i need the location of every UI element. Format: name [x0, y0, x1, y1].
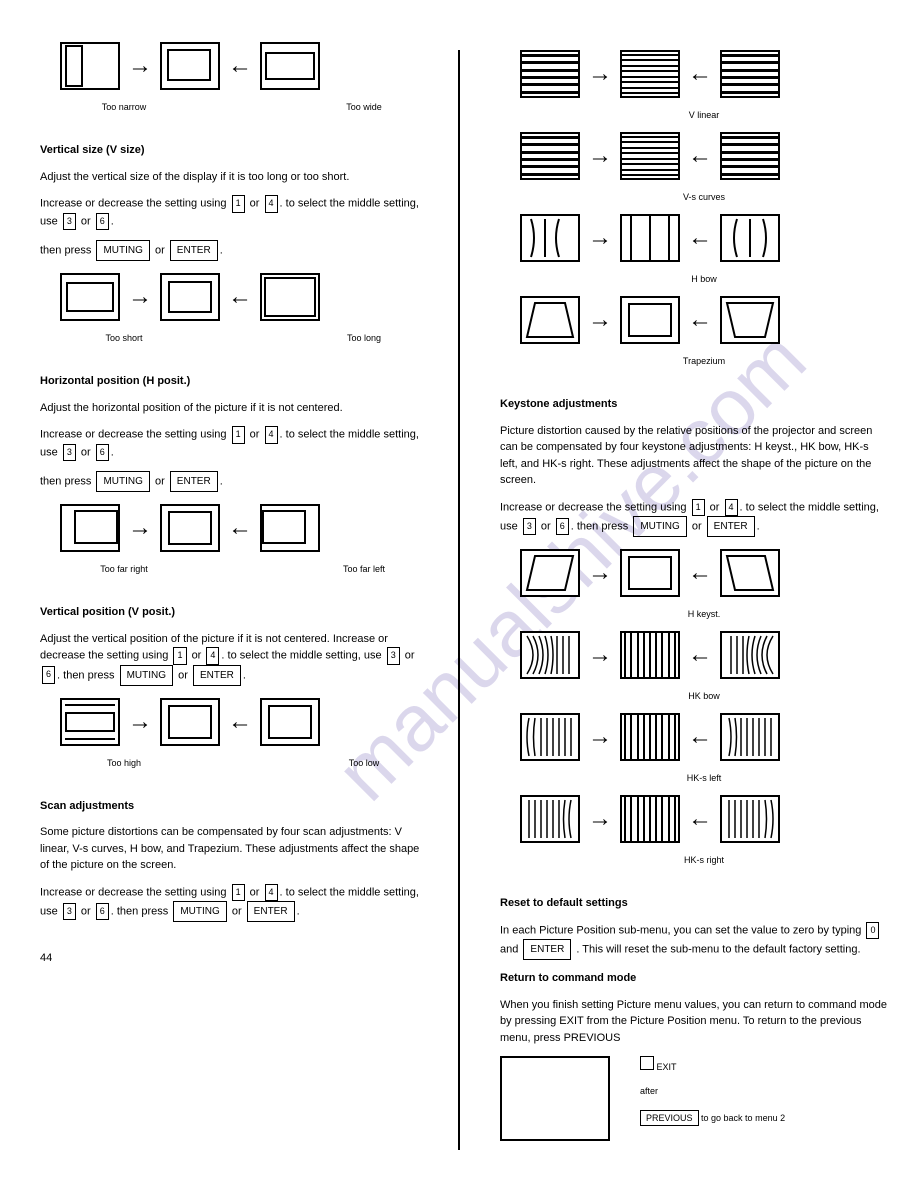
key-muting: MUTING: [96, 240, 149, 261]
scan-diagrams: → ← V linear → ← V-s curves → ← H bow → …: [500, 50, 888, 366]
heading: Vertical size (V size): [40, 144, 145, 156]
caption: Too wide: [329, 102, 399, 112]
h-size-diagram: → ←: [40, 42, 428, 90]
h-posit-section: Horizontal position (H posit.) Adjust th…: [40, 373, 428, 574]
h-size-section: → ← Too narrow Too wide: [40, 42, 428, 112]
scan-adj-section: Scan adjustments Some picture distortion…: [40, 798, 428, 923]
caption: Too narrow: [89, 102, 159, 112]
v-size-section: Vertical size (V size) Adjust the vertic…: [40, 142, 428, 343]
text: Adjust the vertical size of the display …: [40, 169, 428, 186]
v-size-diagram: → ←: [40, 273, 428, 321]
legend-diagram: EXIT after PREVIOUS to go back to menu 2: [500, 1056, 888, 1141]
arrow-left-icon: ←: [228, 54, 252, 78]
text: then press MUTING or ENTER.: [40, 240, 428, 261]
key-4: 4: [265, 195, 278, 213]
text: Increase or decrease the setting using 1…: [40, 195, 428, 230]
key-enter: ENTER: [523, 939, 571, 960]
key-enter: ENTER: [170, 240, 218, 261]
key-6: 6: [96, 213, 109, 231]
key-1: 1: [232, 195, 245, 213]
caption-row: Too narrow Too wide: [40, 102, 428, 112]
v-posit-section: Vertical position (V posit.) Adjust the …: [40, 604, 428, 768]
keystone-section: Keystone adjustments Picture distortion …: [500, 396, 888, 865]
page-number: 44: [40, 952, 428, 964]
key-3: 3: [63, 213, 76, 231]
arrow-right-icon: →: [128, 54, 152, 78]
key-0: 0: [866, 922, 879, 940]
reset-section: Reset to default settings In each Pictur…: [500, 895, 888, 1141]
